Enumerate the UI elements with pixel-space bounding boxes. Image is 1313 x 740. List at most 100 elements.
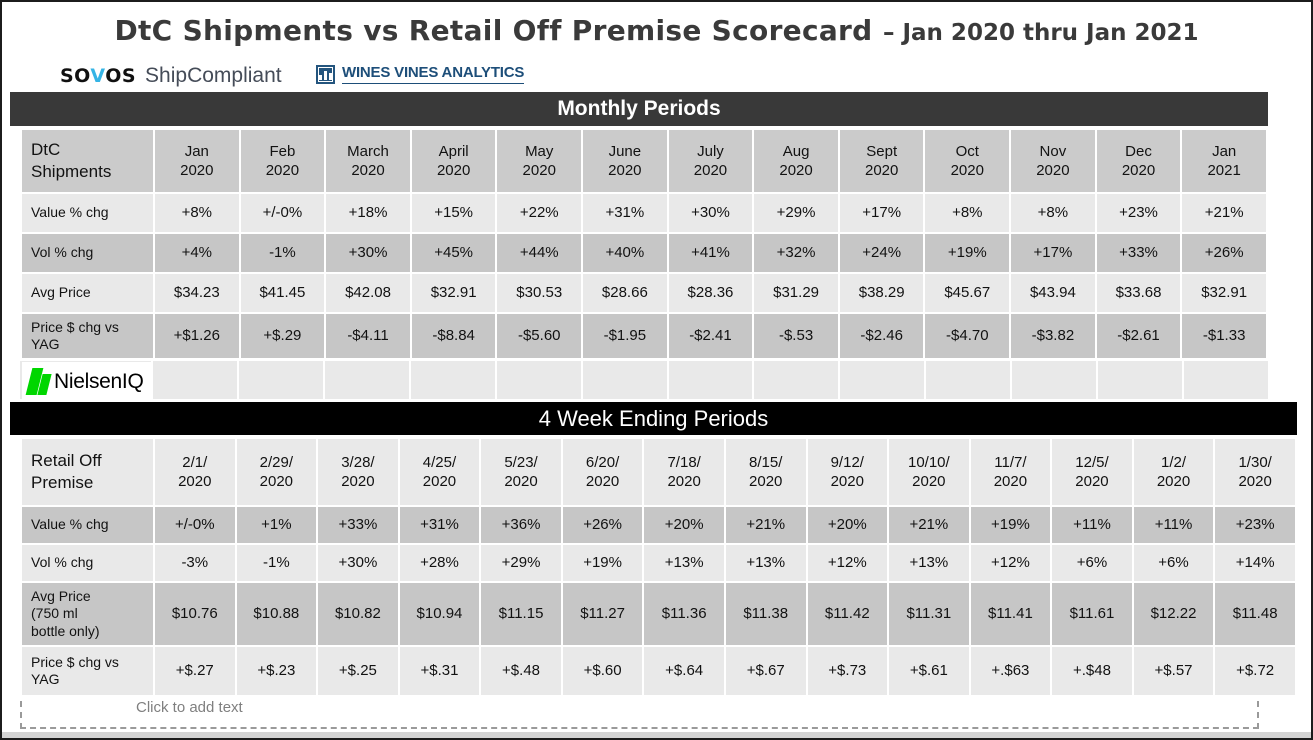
data-cell: +/-0% [240, 194, 325, 232]
spacer-cell [324, 361, 409, 399]
sovos-post: OS [105, 65, 137, 87]
data-cell: -$5.60 [497, 314, 582, 358]
data-cell: $33.68 [1096, 274, 1181, 312]
data-cell: $11.61 [1052, 583, 1132, 645]
data-cell: -$8.84 [411, 314, 496, 358]
data-cell: +$.60 [562, 647, 643, 695]
column-header: 5/23/ 2020 [481, 439, 561, 505]
data-cell: -$4.11 [326, 314, 410, 358]
shipcompliant-wordmark: ShipCompliant [145, 64, 282, 87]
data-cell: -$1.33 [1182, 314, 1266, 358]
table-row: Price $ chg vs YAG +$1.26 +$.29 -$4.11 -$8.8… [22, 314, 1266, 358]
data-cell: $28.66 [583, 274, 667, 312]
data-cell: +14% [1215, 545, 1295, 581]
data-cell: +41% [668, 234, 753, 272]
data-cell: +$.67 [725, 647, 806, 695]
spacer-cell [1184, 361, 1268, 399]
data-cell: +31% [399, 507, 480, 543]
data-cell: $41.45 [240, 274, 325, 312]
table-row: Value % chg +8% +/-0% +18% +15% +22% +31% +30% +… [22, 194, 1266, 232]
data-cell: +8% [155, 194, 239, 232]
data-cell: +26% [1182, 234, 1266, 272]
data-cell: -$2.61 [1096, 314, 1181, 358]
row-label: Avg Price (750 ml bottle only) [22, 583, 153, 645]
column-header: 2/1/ 2020 [155, 439, 235, 505]
data-cell: +23% [1096, 194, 1181, 232]
sovos-wordmark: SOVOS [60, 65, 136, 87]
column-header: Jan 2020 [155, 130, 239, 192]
column-header: 4/25/ 2020 [399, 439, 480, 505]
data-cell: $42.08 [326, 274, 410, 312]
data-cell: +31% [583, 194, 667, 232]
spacer-cell [1098, 361, 1183, 399]
four-week-ending-banner: 4 Week Ending Periods [10, 402, 1297, 435]
column-header: July 2020 [668, 130, 753, 192]
data-cell: $11.31 [889, 583, 969, 645]
column-header: 6/20/ 2020 [562, 439, 643, 505]
column-header: 1/30/ 2020 [1215, 439, 1295, 505]
data-cell: $43.94 [1011, 274, 1095, 312]
sovos-shipcompliant-logo: SOVOS ShipCompliant [60, 64, 282, 88]
row-label: Vol % chg [22, 234, 153, 272]
data-cell: -1% [240, 234, 325, 272]
data-cell: +30% [318, 545, 398, 581]
data-cell: +11% [1052, 507, 1132, 543]
row-label: Price $ chg vs YAG [22, 647, 153, 695]
data-cell: +$.29 [240, 314, 325, 358]
data-cell: $11.48 [1215, 583, 1295, 645]
row-label: Value % chg [22, 507, 153, 543]
data-cell: +26% [562, 507, 643, 543]
data-cell: +$.57 [1133, 647, 1214, 695]
data-cell: -$4.70 [925, 314, 1010, 358]
page-title: DtC Shipments vs Retail Off Premise Scor… [2, 14, 1311, 47]
data-cell: +21% [889, 507, 969, 543]
column-header: 3/28/ 2020 [318, 439, 398, 505]
data-cell: $12.22 [1133, 583, 1214, 645]
data-cell: +13% [644, 545, 724, 581]
column-header: 10/10/ 2020 [889, 439, 969, 505]
placeholder-label: Click to add text [136, 699, 243, 716]
data-cell: +21% [1182, 194, 1266, 232]
wines-vines-analytics-wordmark: WINES VINES ANALYTICS [342, 64, 524, 84]
column-header: Jan 2021 [1182, 130, 1266, 192]
data-cell: $11.38 [725, 583, 806, 645]
title-date-range: – Jan 2020 thru Jan 2021 [882, 20, 1199, 46]
table-row: Vol % chg +4% -1% +30% +45% +44% +40% +41% +32% +… [22, 234, 1266, 272]
data-cell: $11.15 [481, 583, 561, 645]
data-cell: +21% [725, 507, 806, 543]
header-row: DtC Shipments Jan 2020 Feb 2020 March 2020 A… [22, 130, 1266, 192]
data-cell: +23% [1215, 507, 1295, 543]
data-cell: +$.64 [644, 647, 724, 695]
nielseniq-wordmark: NielsenIQ [54, 369, 144, 393]
data-cell: -$3.82 [1011, 314, 1095, 358]
data-cell: +11% [1133, 507, 1214, 543]
data-cell: $30.53 [497, 274, 582, 312]
data-cell: +8% [1011, 194, 1095, 232]
column-header: 2/29/ 2020 [236, 439, 317, 505]
data-cell: +29% [754, 194, 838, 232]
data-cell: +6% [1133, 545, 1214, 581]
column-header: Feb 2020 [240, 130, 325, 192]
bar-chart-icon [316, 64, 335, 84]
data-cell: +29% [481, 545, 561, 581]
spacer-cell [410, 361, 495, 399]
data-cell: +18% [326, 194, 410, 232]
data-cell: +4% [155, 234, 239, 272]
data-cell: +19% [970, 507, 1051, 543]
data-cell: +22% [497, 194, 582, 232]
spacer-cell [840, 361, 925, 399]
sovos-v-accent: V [90, 65, 106, 87]
data-cell: +30% [326, 234, 410, 272]
data-cell: +20% [644, 507, 724, 543]
spacer-cell [153, 361, 237, 399]
spacer-cell [238, 361, 323, 399]
data-cell: +$.25 [318, 647, 398, 695]
data-cell: +13% [725, 545, 806, 581]
text-placeholder[interactable]: Click to add text [20, 690, 1259, 729]
data-cell: +44% [497, 234, 582, 272]
data-cell: +30% [668, 194, 753, 232]
data-cell: +45% [411, 234, 496, 272]
table-row: Vol % chg -3% -1% +30% +28% +29% +19% +13% +13% +… [22, 545, 1295, 581]
column-header: 8/15/ 2020 [725, 439, 806, 505]
